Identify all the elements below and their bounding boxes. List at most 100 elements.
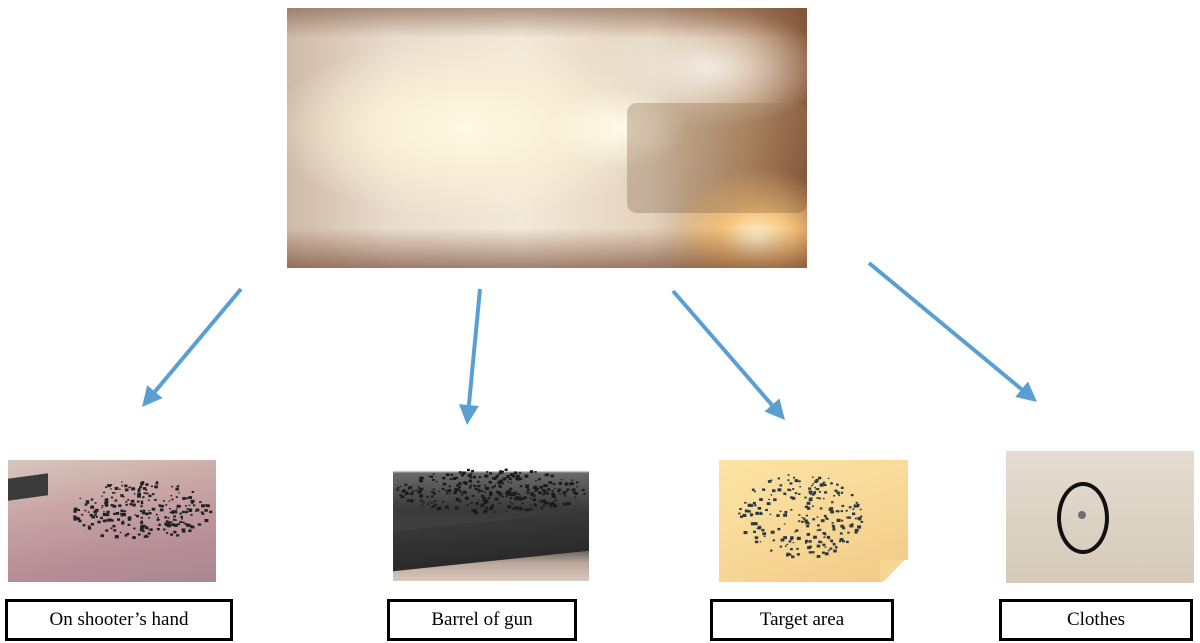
target-residue	[748, 510, 751, 513]
hand-residue	[158, 523, 161, 526]
barrel-residue	[549, 505, 552, 508]
target-residue	[853, 505, 857, 508]
hand-residue	[171, 510, 175, 513]
hand-residue	[181, 528, 186, 532]
barrel-residue	[544, 474, 546, 477]
hand-residue	[166, 532, 169, 534]
target-residue	[811, 505, 814, 507]
hand-residue	[122, 513, 126, 517]
barrel-residue	[431, 495, 434, 498]
barrel-residue	[489, 506, 493, 511]
barrel-residue	[518, 507, 523, 511]
barrel-residue	[509, 497, 513, 500]
target-residue	[804, 541, 808, 544]
barrel-residue	[508, 477, 512, 481]
barrel-residue	[442, 482, 447, 486]
barrel-residue	[477, 488, 481, 491]
hand-residue	[132, 536, 136, 539]
barrel-residue	[497, 481, 502, 485]
barrel-residue	[469, 485, 472, 488]
target-residue	[854, 531, 858, 534]
barrel-residue	[511, 493, 516, 497]
hand-residue	[112, 504, 117, 508]
barrel-residue	[500, 493, 503, 496]
target-residue	[855, 501, 858, 504]
hand-residue	[170, 521, 173, 523]
hand-residue	[94, 502, 97, 504]
target-residue	[836, 491, 840, 495]
barrel-residue	[452, 477, 457, 480]
target-residue	[833, 495, 836, 497]
barrel-residue	[538, 478, 541, 481]
barrel-residue	[441, 487, 445, 491]
hand-residue	[154, 498, 157, 501]
target-residue	[818, 528, 822, 531]
barrel-residue	[554, 504, 558, 508]
hand-residue	[151, 507, 156, 511]
hand-residue	[95, 516, 98, 518]
target-residue	[816, 529, 819, 532]
target-residue	[808, 522, 810, 525]
barrel-residue	[505, 468, 508, 471]
hand-residue	[190, 514, 193, 516]
barrel-residue	[507, 505, 512, 509]
barrel-residue	[471, 469, 474, 473]
barrel-residue	[532, 498, 536, 501]
hand-residue	[121, 485, 124, 487]
barrel-residue	[470, 502, 473, 504]
barrel-residue	[571, 479, 574, 481]
hand-residue	[127, 499, 130, 501]
barrel-residue	[486, 471, 489, 473]
barrel-residue	[505, 493, 509, 496]
barrel-residue	[450, 473, 454, 476]
hand-residue	[156, 528, 160, 531]
hand-residue	[186, 508, 189, 510]
barrel-residue	[455, 498, 460, 502]
hand-residue	[143, 524, 146, 527]
barrel-residue	[418, 487, 421, 490]
target-residue	[808, 498, 813, 502]
target-residue	[846, 540, 849, 544]
hand-residue	[188, 496, 192, 499]
barrel-residue	[502, 470, 504, 473]
target-residue	[823, 483, 827, 487]
bullet-hole-ring	[1057, 482, 1109, 554]
target-residue	[832, 526, 836, 529]
hand-residue	[164, 516, 167, 519]
hand-residue	[145, 483, 149, 486]
hand-residue	[167, 522, 171, 525]
hand-residue	[97, 520, 101, 524]
target-residue	[824, 552, 829, 556]
hand-residue	[103, 491, 106, 494]
hand-residue	[159, 508, 164, 512]
barrel-residue	[575, 492, 578, 495]
barrel-residue	[491, 504, 495, 508]
target-residue	[833, 549, 837, 553]
barrel-residue	[539, 500, 543, 503]
hand-residue	[106, 510, 110, 514]
barrel-residue	[565, 490, 568, 493]
target-residue	[831, 524, 835, 527]
target-residue	[754, 536, 759, 540]
barrel-residue	[511, 503, 513, 505]
barrel-residue	[513, 471, 518, 475]
barrel-residue	[412, 490, 415, 492]
hand-residue	[171, 512, 174, 514]
hand-residue	[148, 517, 151, 519]
hand-residue	[139, 529, 143, 532]
target-residue	[842, 526, 846, 530]
barrel-residue	[401, 495, 405, 498]
barrel-residue	[475, 486, 477, 488]
target-residue	[808, 551, 812, 554]
hand-residue	[188, 524, 192, 527]
hand-residue	[157, 517, 159, 519]
barrel-residue	[459, 490, 463, 493]
target-residue	[744, 509, 749, 513]
barrel-residue	[430, 475, 434, 478]
target-residue	[835, 510, 838, 513]
target-residue	[816, 488, 820, 491]
target-residue	[786, 552, 790, 556]
barrel-residue	[551, 492, 555, 496]
barrel-residue	[397, 489, 399, 491]
target-residue	[739, 508, 742, 510]
